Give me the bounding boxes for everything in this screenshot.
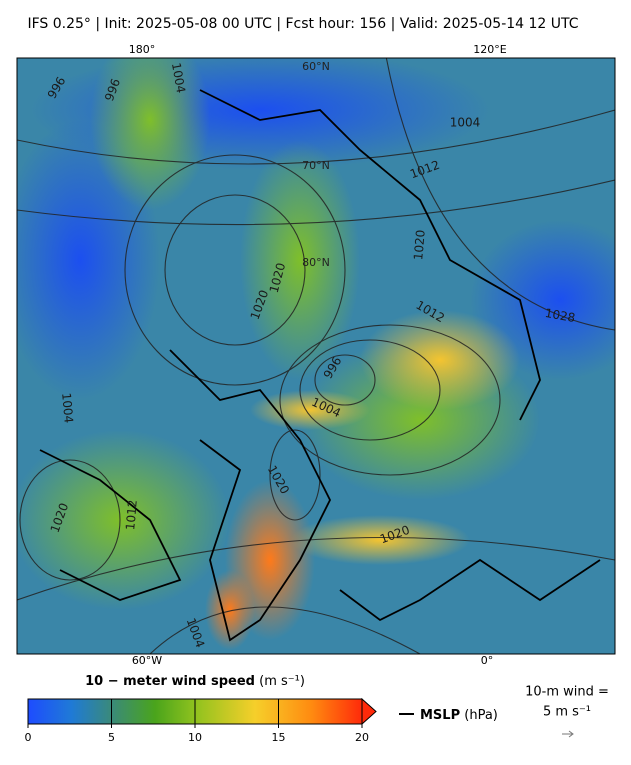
colorbar-label-units: (m s⁻¹) [259,674,305,689]
map [17,58,615,654]
colorbar-extend [361,697,377,726]
lon-label: 60°W [132,654,162,667]
colorbar-tick-label: 0 [25,731,32,744]
colorbar-tick-label: 5 [108,731,115,744]
lat-label: 80°N [302,256,330,269]
map-frame [16,57,616,655]
lon-label: 120°E [473,43,506,56]
mslp-legend-bold: MSLP [420,708,460,723]
colorbar-label-bold: 10 − meter wind speed [85,674,255,689]
contour-label: 1012 [123,499,140,531]
contour-label: 1004 [169,62,188,95]
lon-label: 180° [129,43,156,56]
title: IFS 0.25° | Init: 2025-05-08 00 UTC | Fc… [27,16,578,32]
mslp-legend: MSLP (hPa) [420,708,498,723]
wind-legend: 10-m wind = [525,685,609,700]
contour-label: 1004 [59,392,76,424]
wind-legend: 5 m s⁻¹ [543,705,591,720]
mslp-legend-units: (hPa) [464,708,498,723]
contour-label: 1004 [450,116,481,130]
lat-label: 70°N [302,159,330,172]
wind-arrow-head [568,730,574,738]
contour-label: 1028 [544,306,577,325]
colorbar-tick-label: 20 [355,731,369,744]
colorbar-label: 10 − meter wind speed (m s⁻¹) [85,674,305,689]
contour-label: 1020 [411,229,428,261]
colorbar-tick-label: 10 [188,731,202,744]
colorbar-tick-label: 15 [272,731,286,744]
lat-label: 60°N [302,60,330,73]
lon-label: 0° [481,654,494,667]
